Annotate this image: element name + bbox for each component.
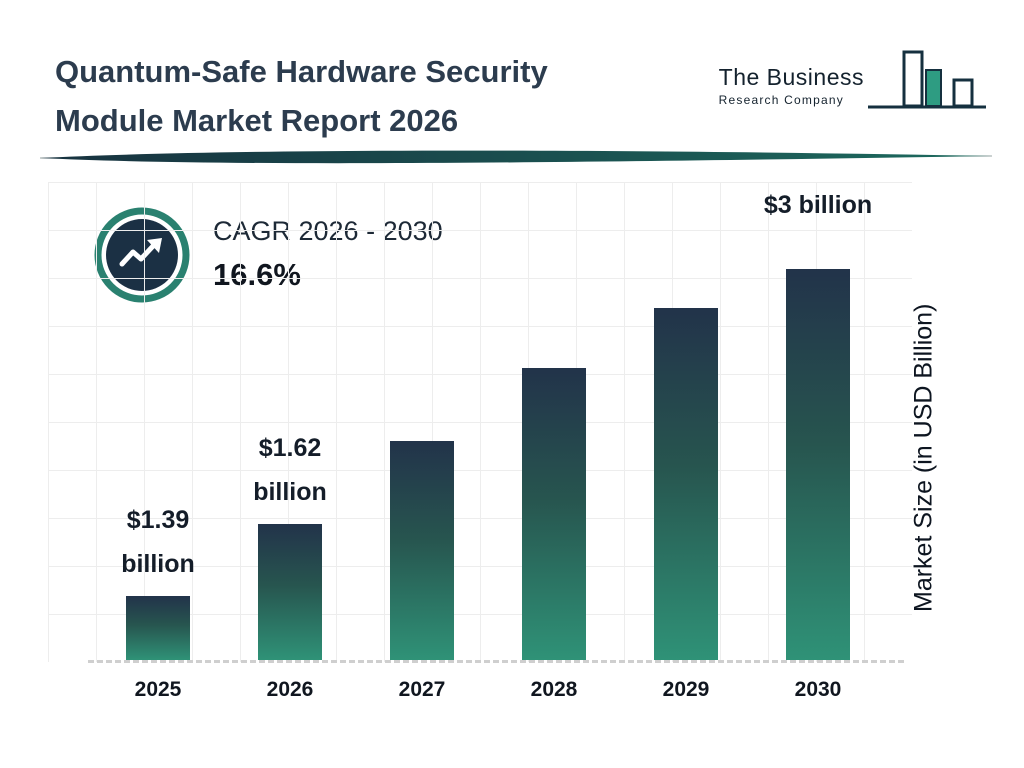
bar-chart: $1.39 billion 2025 $1.62 billion 2026 2027 2028…: [48, 182, 912, 701]
logo-subname: Research Company: [718, 93, 844, 107]
logo-text: The Business Research Company: [719, 64, 864, 107]
bar-value-label-2030: $3 billion: [763, 191, 873, 219]
header-divider: [39, 150, 993, 164]
y-axis-label: Market Size (in USD Billion): [909, 303, 938, 613]
x-tick-2030: 2030: [794, 678, 842, 701]
bar-2029: [654, 308, 718, 660]
logo-name: The Business: [718, 64, 864, 90]
bar-value-label-2026: $1.62 billion: [253, 434, 327, 506]
page-title-line2: Module Market Report 2026: [55, 102, 459, 138]
page-title: Quantum-Safe Hardware Security Module Ma…: [55, 48, 675, 146]
x-tick-2028: 2028: [530, 678, 578, 701]
bar-2026: [258, 524, 322, 660]
page-title-line1: Quantum-Safe Hardware Security: [55, 54, 548, 89]
x-tick-2026: 2026: [266, 678, 314, 701]
bar-2028: [522, 368, 586, 660]
bar-value-label-2025: $1.39 billion: [121, 506, 195, 578]
x-tick-2027: 2027: [398, 678, 446, 701]
company-logo: The Business Research Company: [719, 46, 986, 120]
bar-chart-logo-icon: [868, 50, 986, 109]
x-tick-2029: 2029: [662, 678, 710, 701]
bar-2027: [390, 441, 454, 660]
bar-2030: [786, 269, 850, 660]
bar-2025: [126, 596, 190, 660]
x-tick-2025: 2025: [134, 678, 182, 701]
